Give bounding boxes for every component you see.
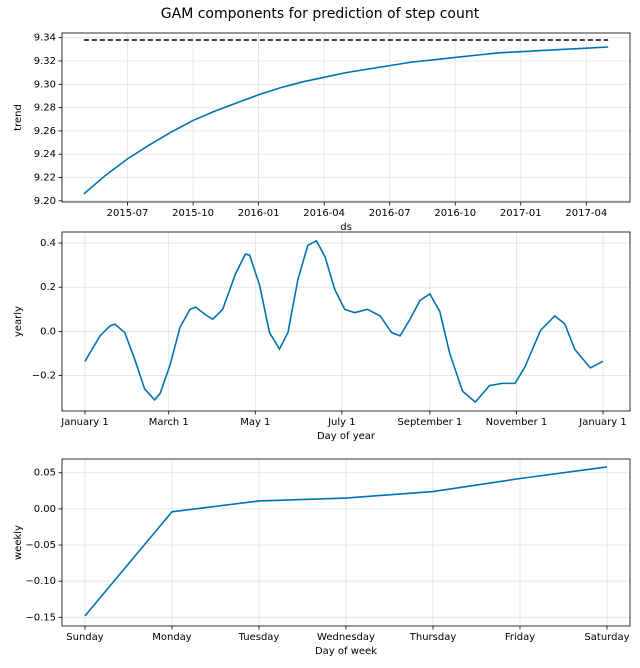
y-tick-label: 0.0 [40,326,56,337]
x-tick-label: Wednesday [317,632,375,643]
x-axis-label: ds [340,222,352,233]
y-tick-label: 9.28 [34,103,56,114]
data-line [83,46,609,195]
data-line [84,239,604,404]
y-tick-label: 0.4 [40,238,56,249]
figure-title: GAM components for prediction of step co… [161,6,480,22]
x-tick-label: 2016-04 [303,208,345,219]
y-axis-label: weekly [13,525,24,560]
y-tick-label: 9.26 [34,126,56,137]
x-tick-label: 2015-10 [172,208,214,219]
x-tick-label: Saturday [584,632,629,643]
x-tick-label: September 1 [397,417,462,428]
y-tick-label: 9.22 [34,173,56,184]
x-axis-label: Day of week [315,646,377,657]
y-tick-label: −0.10 [25,576,56,587]
x-tick-label: March 1 [149,417,189,428]
x-tick-label: Friday [505,632,535,643]
x-tick-label: Monday [152,632,192,643]
x-tick-label: January 1 [578,417,626,428]
plot-frame [61,231,631,412]
x-tick-label: May 1 [240,417,270,428]
plot-frame [61,458,631,627]
y-axis-label: trend [13,104,24,131]
x-axis-label: Day of year [317,431,376,442]
x-tick-label: 2016-07 [369,208,411,219]
y-tick-label: −0.2 [32,371,56,382]
y-axis-label: yearly [13,306,24,337]
x-tick-label: 2017-04 [565,208,607,219]
x-tick-label: November 1 [486,417,548,428]
y-tick-label: 9.32 [34,56,56,67]
data-line [84,466,608,617]
y-tick-label: 9.20 [34,196,56,207]
y-tick-label: 0.05 [34,468,56,479]
plot-frame [61,32,631,203]
y-tick-label: 9.30 [34,79,56,90]
x-tick-label: 2016-10 [434,208,476,219]
y-tick-label: −0.15 [25,612,56,623]
x-tick-label: 2016-01 [238,208,280,219]
x-tick-label: January 1 [60,417,108,428]
x-tick-label: Sunday [66,632,103,643]
y-tick-label: 9.34 [34,33,56,44]
y-tick-label: 0.00 [34,504,56,515]
x-tick-label: 2015-07 [107,208,149,219]
x-tick-label: Tuesday [238,632,280,643]
y-tick-label: 9.24 [34,149,56,160]
y-tick-label: −0.05 [25,540,56,551]
x-tick-label: 2017-01 [500,208,542,219]
y-tick-label: 0.2 [40,282,56,293]
x-tick-label: July 1 [327,417,356,428]
x-tick-label: Thursday [409,632,457,643]
